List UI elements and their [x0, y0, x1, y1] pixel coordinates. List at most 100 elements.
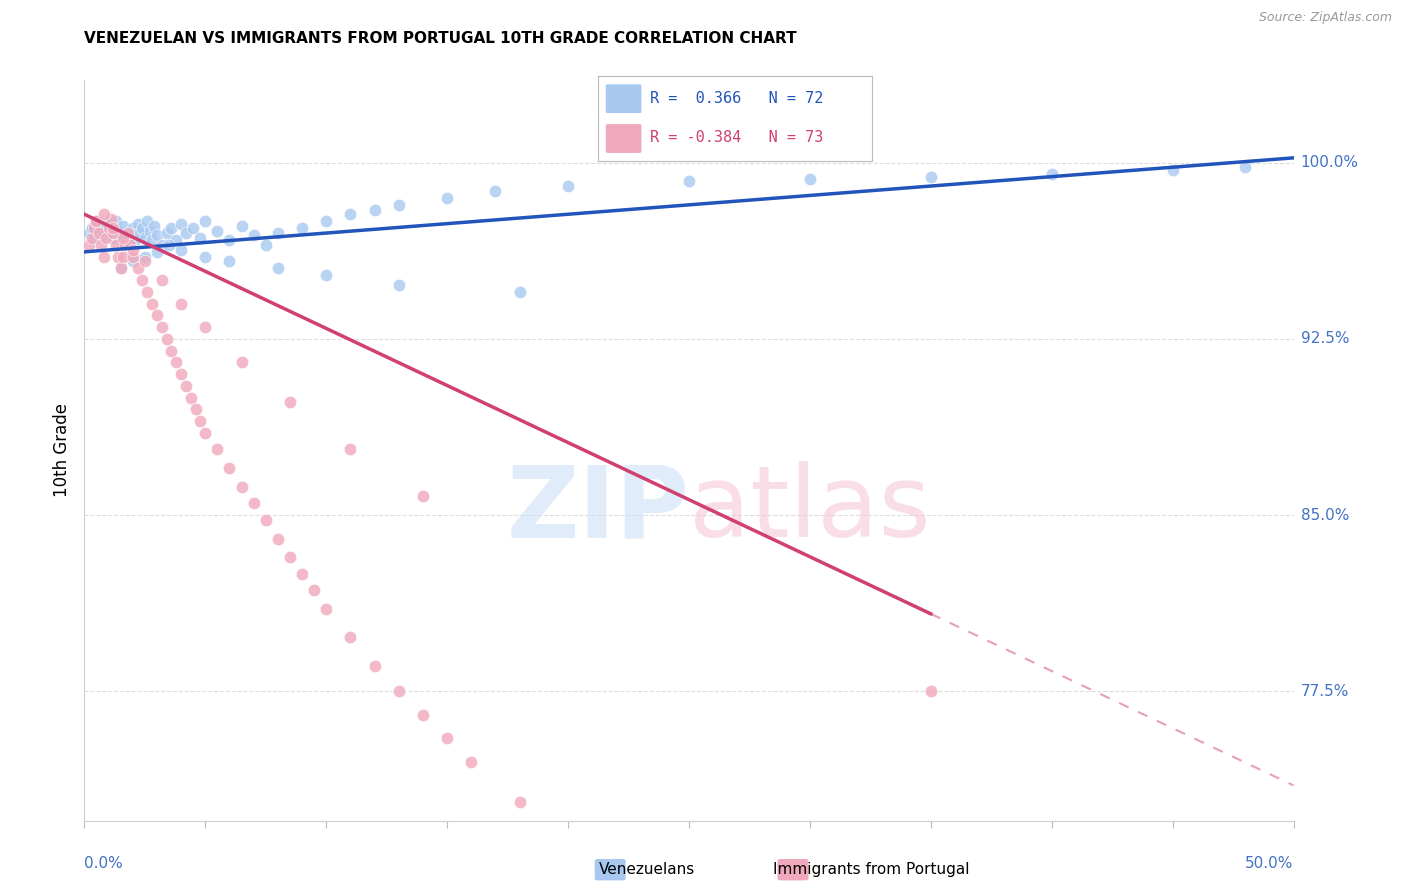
- Point: [160, 221, 183, 235]
- Point: [100, 211, 122, 226]
- Point: [231, 355, 253, 369]
- Point: [363, 658, 385, 673]
- Point: [110, 261, 132, 276]
- Point: [146, 308, 169, 322]
- Point: [363, 202, 385, 217]
- Point: [170, 367, 193, 381]
- Point: [117, 237, 139, 252]
- Point: [136, 285, 159, 299]
- Point: [124, 233, 146, 247]
- Point: [388, 198, 411, 212]
- Point: [120, 237, 142, 252]
- Point: [484, 184, 506, 198]
- Text: 50.0%: 50.0%: [1246, 856, 1294, 871]
- Point: [131, 273, 153, 287]
- Point: [121, 221, 143, 235]
- Point: [174, 379, 197, 393]
- Point: [339, 207, 361, 221]
- Text: R = -0.384   N = 73: R = -0.384 N = 73: [650, 130, 823, 145]
- Point: [129, 226, 152, 240]
- Point: [315, 268, 337, 283]
- Point: [112, 219, 135, 233]
- Point: [86, 214, 108, 228]
- Point: [104, 214, 127, 228]
- Point: [920, 169, 942, 184]
- Point: [339, 630, 361, 644]
- Text: Venezuelans: Venezuelans: [599, 863, 695, 877]
- Point: [291, 566, 314, 581]
- Point: [110, 261, 132, 276]
- Point: [190, 414, 212, 428]
- Point: [436, 731, 458, 746]
- Point: [302, 583, 325, 598]
- Text: ZIP: ZIP: [506, 461, 689, 558]
- Point: [170, 217, 193, 231]
- Point: [86, 214, 108, 228]
- Point: [121, 250, 143, 264]
- Point: [77, 226, 100, 240]
- Point: [90, 237, 112, 252]
- Point: [799, 172, 821, 186]
- Point: [134, 231, 156, 245]
- Text: 85.0%: 85.0%: [1301, 508, 1348, 523]
- Point: [278, 550, 301, 565]
- Point: [157, 237, 180, 252]
- FancyBboxPatch shape: [606, 85, 641, 113]
- Point: [100, 221, 122, 235]
- Text: VENEZUELAN VS IMMIGRANTS FROM PORTUGAL 10TH GRADE CORRELATION CHART: VENEZUELAN VS IMMIGRANTS FROM PORTUGAL 1…: [84, 31, 797, 46]
- Point: [97, 226, 120, 240]
- Point: [315, 602, 337, 616]
- Point: [170, 243, 193, 257]
- Text: Source: ZipAtlas.com: Source: ZipAtlas.com: [1258, 11, 1392, 24]
- Point: [267, 226, 290, 240]
- Point: [1234, 160, 1257, 174]
- Point: [155, 332, 177, 346]
- Point: [190, 231, 212, 245]
- Point: [93, 250, 115, 264]
- Point: [436, 191, 458, 205]
- Point: [87, 226, 110, 240]
- Point: [181, 221, 204, 235]
- Point: [184, 402, 207, 417]
- Point: [114, 228, 136, 243]
- Point: [170, 296, 193, 310]
- Point: [134, 254, 156, 268]
- Point: [141, 296, 163, 310]
- Point: [114, 237, 136, 252]
- Point: [87, 224, 110, 238]
- Point: [242, 496, 264, 510]
- Point: [207, 442, 229, 457]
- Point: [509, 795, 531, 809]
- Point: [110, 233, 132, 247]
- Point: [104, 237, 127, 252]
- Point: [93, 207, 115, 221]
- Point: [231, 219, 253, 233]
- Point: [1040, 167, 1063, 181]
- Point: [242, 228, 264, 243]
- Point: [194, 214, 217, 228]
- Text: 92.5%: 92.5%: [1301, 331, 1348, 346]
- Point: [143, 219, 166, 233]
- Point: [120, 226, 142, 240]
- Point: [121, 254, 143, 268]
- Point: [557, 179, 579, 194]
- Point: [388, 277, 411, 292]
- Point: [93, 228, 115, 243]
- Point: [218, 233, 240, 247]
- Point: [127, 217, 149, 231]
- Point: [278, 395, 301, 409]
- Point: [94, 217, 117, 231]
- Point: [412, 707, 434, 722]
- Point: [94, 231, 117, 245]
- Point: [180, 391, 202, 405]
- Text: 0.0%: 0.0%: [84, 856, 124, 871]
- Point: [80, 221, 103, 235]
- Point: [920, 684, 942, 698]
- Point: [138, 224, 160, 238]
- Point: [678, 174, 700, 188]
- Point: [112, 250, 135, 264]
- Text: 100.0%: 100.0%: [1301, 155, 1358, 170]
- Point: [218, 254, 240, 268]
- Point: [131, 221, 153, 235]
- Point: [174, 226, 197, 240]
